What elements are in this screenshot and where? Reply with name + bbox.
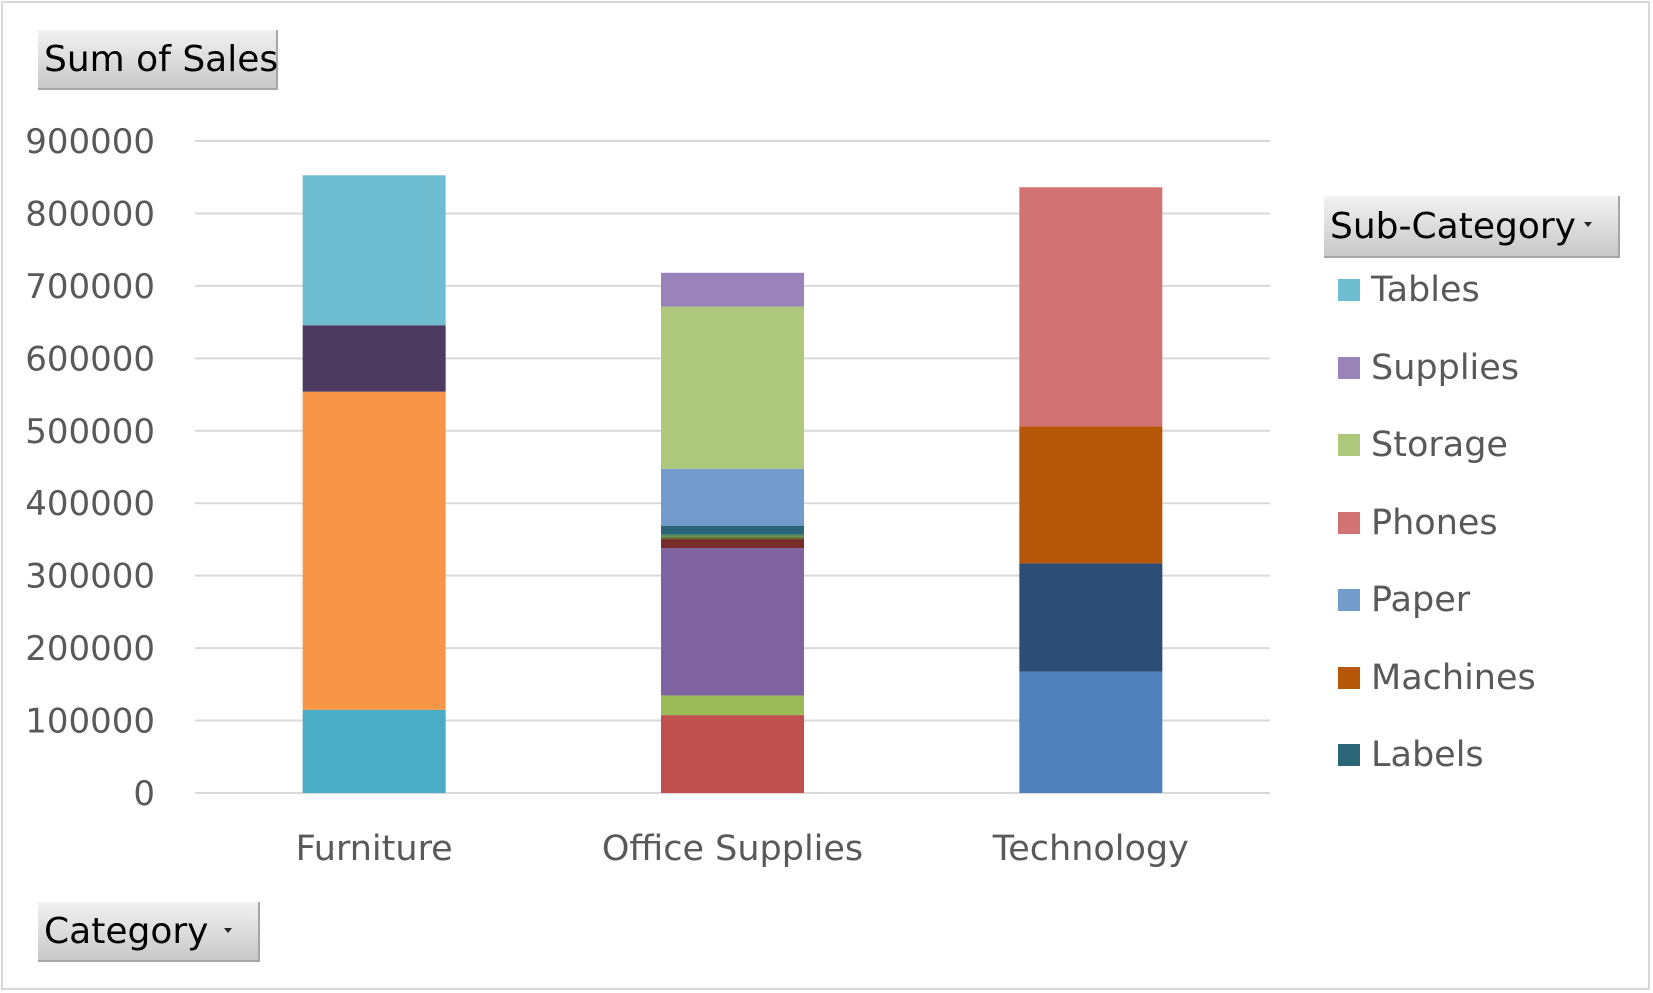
legend-swatch	[1338, 356, 1360, 379]
bar-segment[interactable]	[1019, 671, 1163, 793]
bar-segment[interactable]	[661, 539, 804, 549]
legend-item[interactable]: Machines	[1338, 658, 1536, 698]
legend-swatch	[1338, 279, 1360, 301]
legend-item[interactable]: Labels	[1338, 735, 1484, 775]
bar-segment[interactable]	[661, 306, 804, 469]
bar-segment[interactable]	[661, 536, 804, 540]
legend-label: Tables	[1371, 270, 1480, 310]
y-tick-label: 800000	[25, 194, 155, 234]
legend-field-button[interactable]: Sub-Category	[1324, 196, 1620, 258]
x-tick-label: Technology	[992, 829, 1189, 869]
y-tick-label: 600000	[25, 339, 155, 379]
y-tick-label: 400000	[25, 484, 155, 524]
y-tick-label: 900000	[25, 122, 155, 162]
bar-segment[interactable]	[302, 709, 446, 793]
values-field-label: Sum of Sales	[44, 38, 279, 80]
bar-stacks	[302, 175, 1163, 793]
y-axis-ticks: 0 100000 200000 300000 400000 500000 600000 700…	[25, 122, 155, 814]
dropdown-arrow-icon[interactable]	[224, 928, 232, 933]
legend-item[interactable]: Tables	[1338, 270, 1480, 310]
legend-label: Supplies	[1371, 347, 1520, 388]
legend-field-label: Sub-Category	[1330, 205, 1576, 247]
bar-segment[interactable]	[661, 548, 804, 696]
axis-field-label: Category	[44, 910, 209, 952]
y-tick-label: 700000	[25, 267, 155, 307]
bar-segment[interactable]	[661, 534, 804, 537]
legend-label: Paper	[1371, 580, 1471, 620]
y-tick-label: 0	[133, 774, 155, 814]
values-field-button[interactable]: Sum of Sales	[38, 30, 278, 90]
y-tick-label: 300000	[25, 557, 155, 597]
x-axis-ticks: Furniture Office Supplies Technology	[296, 829, 1189, 869]
legend-item[interactable]: Paper	[1338, 580, 1470, 620]
legend-swatch	[1338, 589, 1360, 611]
y-tick-label: 500000	[25, 412, 155, 452]
y-tick-label: 200000	[25, 629, 155, 669]
y-tick-label: 100000	[25, 702, 155, 742]
x-tick-label: Furniture	[296, 829, 453, 869]
bar-segment[interactable]	[302, 175, 446, 326]
bar-segment[interactable]	[661, 525, 804, 535]
bar-segment[interactable]	[661, 695, 804, 716]
bar-segment[interactable]	[1019, 426, 1163, 564]
bar-segment[interactable]	[302, 325, 446, 392]
bar-segment[interactable]	[1019, 187, 1163, 427]
legend-swatch	[1338, 666, 1360, 689]
legend-label: Phones	[1371, 502, 1498, 543]
legend-swatch	[1338, 511, 1360, 534]
legend-item[interactable]: Storage	[1338, 425, 1508, 465]
legend-swatch	[1338, 744, 1360, 766]
legend-item[interactable]: Supplies	[1338, 348, 1519, 388]
bar-segment[interactable]	[661, 468, 804, 526]
bar-segment[interactable]	[302, 391, 446, 710]
bar-segment[interactable]	[661, 272, 804, 307]
legend-label: Storage	[1371, 425, 1508, 465]
dropdown-arrow-icon[interactable]	[1584, 222, 1592, 227]
x-tick-label: Office Supplies	[602, 829, 863, 869]
legend-label: Machines	[1371, 657, 1536, 698]
bar-segment[interactable]	[661, 715, 804, 793]
legend-swatch	[1338, 434, 1360, 456]
legend-label: Labels	[1371, 735, 1484, 775]
legend-item[interactable]: Phones	[1338, 503, 1498, 543]
axis-field-button[interactable]: Category	[38, 902, 260, 962]
bar-segment[interactable]	[1019, 563, 1163, 672]
